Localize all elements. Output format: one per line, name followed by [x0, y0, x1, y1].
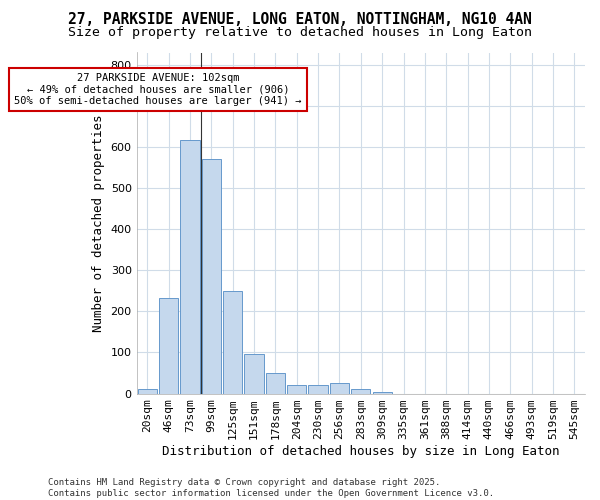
Bar	[266, 373, 285, 394]
Text: 27, PARKSIDE AVENUE, LONG EATON, NOTTINGHAM, NG10 4AN: 27, PARKSIDE AVENUE, LONG EATON, NOTTING…	[68, 12, 532, 28]
Bar	[202, 160, 221, 394]
Bar	[223, 291, 242, 394]
Bar	[373, 392, 392, 394]
Bar	[137, 390, 157, 394]
Bar	[308, 384, 328, 394]
Text: 27 PARKSIDE AVENUE: 102sqm
← 49% of detached houses are smaller (906)
50% of sem: 27 PARKSIDE AVENUE: 102sqm ← 49% of deta…	[14, 73, 302, 106]
Bar	[330, 384, 349, 394]
Bar	[351, 390, 370, 394]
Text: Contains HM Land Registry data © Crown copyright and database right 2025.
Contai: Contains HM Land Registry data © Crown c…	[48, 478, 494, 498]
Bar	[159, 298, 178, 394]
X-axis label: Distribution of detached houses by size in Long Eaton: Distribution of detached houses by size …	[162, 444, 560, 458]
Bar	[244, 354, 263, 394]
Bar	[181, 140, 200, 394]
Y-axis label: Number of detached properties: Number of detached properties	[92, 114, 105, 332]
Bar	[287, 384, 307, 394]
Text: Size of property relative to detached houses in Long Eaton: Size of property relative to detached ho…	[68, 26, 532, 39]
